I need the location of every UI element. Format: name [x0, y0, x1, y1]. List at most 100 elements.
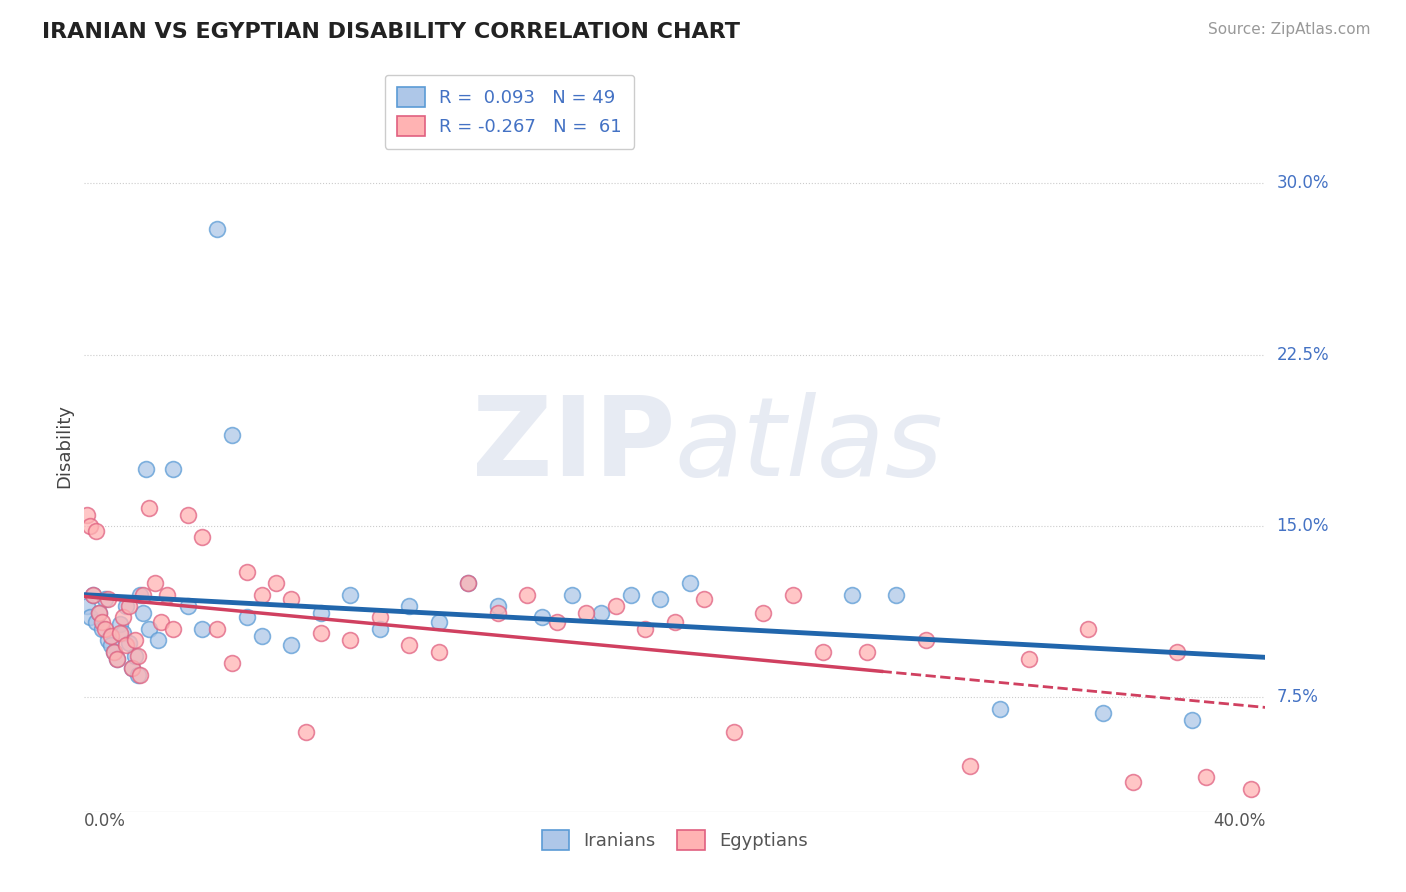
Point — [91, 622, 114, 636]
Point — [339, 633, 361, 648]
Point — [114, 599, 136, 613]
Point — [76, 508, 98, 522]
Point — [988, 702, 1011, 716]
Point — [679, 576, 702, 591]
Point — [84, 615, 107, 629]
Text: 40.0%: 40.0% — [1213, 812, 1265, 830]
Point — [634, 622, 657, 636]
Point — [221, 427, 243, 442]
Point — [79, 519, 101, 533]
Point — [87, 606, 111, 620]
Text: 7.5%: 7.5% — [1277, 689, 1319, 706]
Point — [1122, 775, 1144, 789]
Point — [221, 656, 243, 670]
Point — [118, 635, 141, 649]
Point — [398, 638, 420, 652]
Point — [368, 610, 391, 624]
Point — [97, 592, 120, 607]
Point — [457, 576, 479, 591]
Point — [959, 759, 981, 773]
Point — [1166, 645, 1188, 659]
Legend: Iranians, Egyptians: Iranians, Egyptians — [534, 823, 815, 857]
Point — [236, 565, 259, 579]
Point — [693, 592, 716, 607]
Point — [620, 588, 643, 602]
Point — [138, 500, 160, 515]
Text: 30.0%: 30.0% — [1277, 174, 1329, 192]
Text: 15.0%: 15.0% — [1277, 517, 1329, 535]
Point — [309, 626, 332, 640]
Text: Source: ZipAtlas.com: Source: ZipAtlas.com — [1208, 22, 1371, 37]
Point — [236, 610, 259, 624]
Point — [368, 622, 391, 636]
Point — [105, 651, 128, 665]
Point — [143, 576, 166, 591]
Point — [103, 645, 125, 659]
Point — [100, 629, 122, 643]
Y-axis label: Disability: Disability — [55, 404, 73, 488]
Point — [561, 588, 583, 602]
Point — [1240, 781, 1263, 796]
Point — [132, 606, 155, 620]
Point — [531, 610, 554, 624]
Point — [121, 661, 143, 675]
Point — [207, 622, 229, 636]
Point — [1195, 771, 1218, 785]
Point — [108, 626, 131, 640]
Point — [82, 588, 104, 602]
Point — [177, 599, 200, 613]
Text: 0.0%: 0.0% — [84, 812, 127, 830]
Point — [591, 606, 613, 620]
Point — [76, 599, 98, 613]
Point — [546, 615, 568, 629]
Point — [127, 667, 149, 681]
Point — [129, 588, 152, 602]
Point — [100, 638, 122, 652]
Point — [250, 588, 273, 602]
Point — [575, 606, 598, 620]
Point — [516, 588, 538, 602]
Point — [280, 638, 302, 652]
Point — [339, 588, 361, 602]
Point — [605, 599, 627, 613]
Point — [118, 599, 141, 613]
Point — [280, 592, 302, 607]
Point — [309, 606, 332, 620]
Point — [111, 610, 134, 624]
Point — [177, 508, 200, 522]
Point — [856, 645, 879, 659]
Point — [811, 645, 834, 659]
Point — [427, 645, 450, 659]
Point — [97, 633, 120, 648]
Text: atlas: atlas — [675, 392, 943, 500]
Point — [191, 530, 214, 544]
Point — [87, 606, 111, 620]
Point — [84, 524, 107, 538]
Point — [782, 588, 804, 602]
Point — [486, 606, 509, 620]
Point — [886, 588, 908, 602]
Point — [723, 724, 745, 739]
Point — [135, 462, 157, 476]
Point — [841, 588, 863, 602]
Point — [114, 638, 136, 652]
Text: ZIP: ZIP — [471, 392, 675, 500]
Point — [162, 622, 184, 636]
Point — [1077, 622, 1099, 636]
Point — [162, 462, 184, 476]
Point — [1018, 651, 1040, 665]
Point — [148, 633, 170, 648]
Point — [150, 615, 173, 629]
Point — [752, 606, 775, 620]
Point — [129, 667, 152, 681]
Point — [1092, 706, 1115, 721]
Text: 22.5%: 22.5% — [1277, 345, 1329, 364]
Point — [486, 599, 509, 613]
Point — [124, 633, 146, 648]
Point — [138, 622, 160, 636]
Point — [664, 615, 686, 629]
Point — [427, 615, 450, 629]
Point — [132, 588, 155, 602]
Point — [650, 592, 672, 607]
Point — [266, 576, 288, 591]
